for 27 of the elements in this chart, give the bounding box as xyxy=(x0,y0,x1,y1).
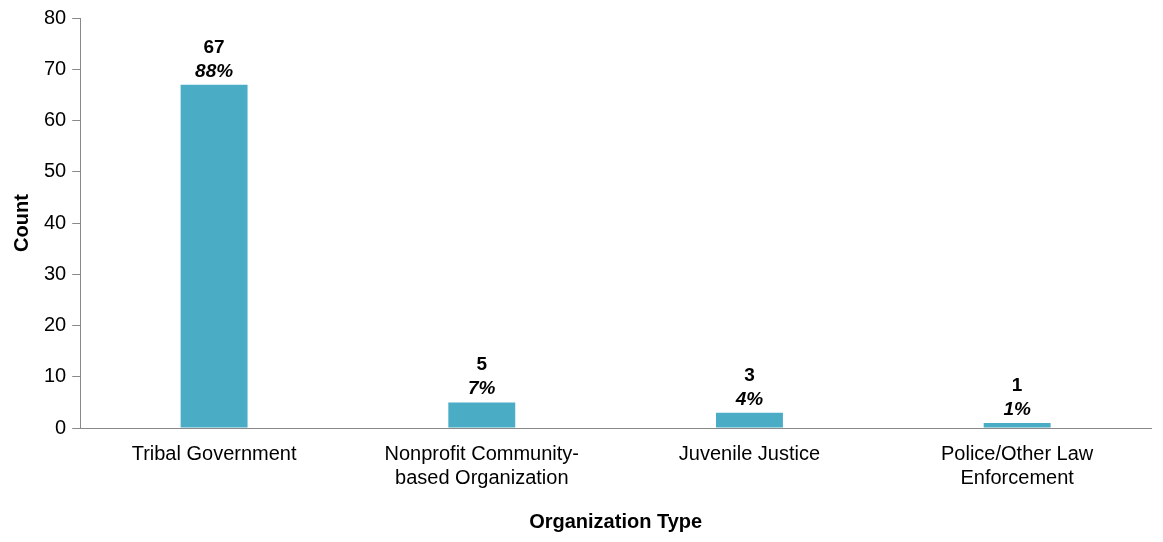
y-tick-label: 20 xyxy=(44,313,67,336)
annotation: 7% xyxy=(468,377,496,399)
bar xyxy=(180,84,248,428)
y-tick-label: 0 xyxy=(55,415,67,438)
x-tick-label: Police/Other Law Enforcement xyxy=(941,441,1094,488)
x-tick-label: Juvenile Justice xyxy=(678,441,821,464)
annotation: 4% xyxy=(734,387,764,409)
data-label: 5 xyxy=(476,353,488,375)
bar xyxy=(448,402,516,428)
y-tick-label: 50 xyxy=(44,159,67,182)
data-label: 1 xyxy=(1011,373,1023,395)
bar xyxy=(716,412,783,428)
x-axis-title: Organization Type xyxy=(529,509,703,532)
y-tick-label: 80 xyxy=(44,5,67,28)
bar xyxy=(983,422,1051,428)
y-axis-title: Count xyxy=(9,193,32,252)
data-label: 67 xyxy=(203,35,225,57)
data-label: 3 xyxy=(744,363,755,385)
annotation: 88% xyxy=(195,59,234,81)
y-tick-label: 10 xyxy=(44,364,67,387)
x-tick-label: Tribal Government xyxy=(131,441,297,464)
y-tick-label: 40 xyxy=(44,210,67,233)
y-tick-label: 70 xyxy=(44,56,67,79)
x-tick-label: Nonprofit Community-based Organization xyxy=(384,441,580,488)
y-tick-label: 30 xyxy=(44,261,67,284)
annotation: 1% xyxy=(1003,397,1031,419)
y-tick-label: 60 xyxy=(44,108,67,131)
